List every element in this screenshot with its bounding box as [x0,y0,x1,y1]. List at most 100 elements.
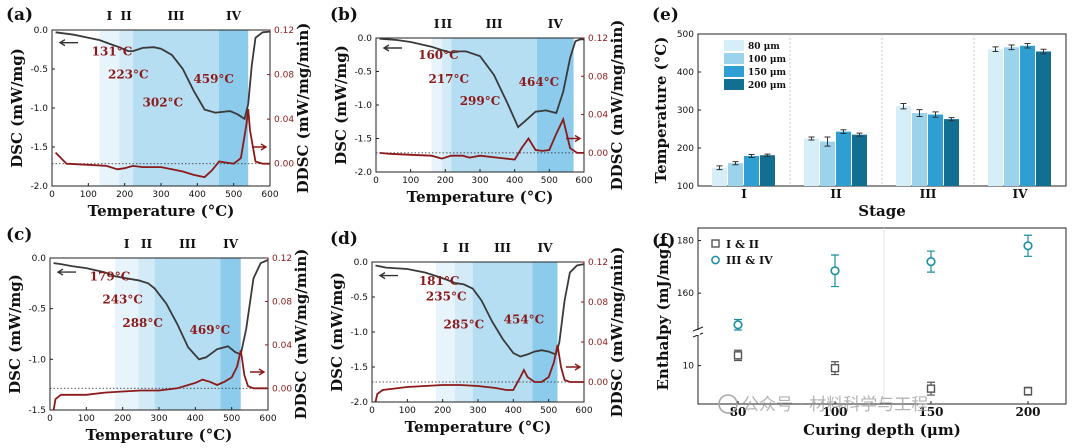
bar [760,155,775,186]
error-bar [1040,48,1047,55]
x-tick-label: 500 [540,406,557,416]
y-tick-label: -0.5 [350,293,368,303]
temp-annotation: 131°C [92,45,133,59]
y-tick-label: 200 [677,144,694,154]
dsc-panel-d: I II III IV0 100 200 300 400 500 6000.0-0.5-1.0-1… [328,229,626,436]
temp-annotation: 459°C [193,72,234,86]
stage-label: IV [537,241,553,255]
stage-band [119,30,134,186]
legend-swatch [724,66,744,77]
panel-label: (d) [330,229,358,249]
data-point-square [1023,387,1033,396]
stage-band [218,30,249,186]
bar [944,119,959,186]
category-label: II [830,187,842,201]
x-tick-label: 200 [114,414,131,424]
stage-label: II [141,237,153,251]
error-bar [1024,43,1031,49]
y-right-tick-label: 0.04 [272,341,292,351]
y-tick-label: -2.0 [30,182,48,192]
temp-annotation: 179°C [90,269,131,283]
dsc-curve [379,37,584,129]
x-tick-label: 100 [399,406,416,416]
stage-label: III [167,9,184,23]
ddsc-curve [379,116,584,161]
error-bar [948,117,955,122]
temp-annotation: 302°C [143,95,184,109]
error-bar [932,111,939,118]
x-tick-label: 300 [471,176,488,186]
bar [712,167,727,186]
stage-band [472,262,533,402]
panel-label: (c) [6,225,32,245]
x-tick-label: 0 [369,406,375,416]
stage-band [451,38,537,172]
y-axis-title: Temperature (°C) [652,37,670,184]
error-bar [748,153,755,158]
y-tick-label: -1.5 [350,363,368,373]
bar [988,49,1003,187]
x-tick-label: 0 [47,414,53,424]
y-right-axis-title: DDSC (mW/mg/min) [608,20,626,191]
stage-band [115,258,139,410]
bar [1004,47,1019,186]
y-axis-title: DSC (mW/mg) [8,48,26,168]
y-tick-label: -1.5 [28,406,46,416]
x-tick-label: 100 [402,176,419,186]
category-label: III [920,187,937,201]
x-tick-label: 100 [822,405,847,419]
temp-annotation: 160°C [418,48,459,62]
y-right-tick-label: 0.08 [272,297,292,307]
legend-label: III & IV [726,254,773,267]
watermark-icon [718,394,738,414]
error-bar [840,129,847,135]
legend-label: 100 μm [748,55,787,65]
error-bar [732,161,739,166]
stage-label: IV [223,237,239,251]
x-tick-label: 300 [469,406,486,416]
stage-label: IV [226,9,242,23]
category-label: I [741,187,747,201]
y-tick-label: -0.5 [354,68,372,78]
y-right-tick-label: 0.00 [274,160,294,170]
y-axis-title: DSC (mW/mg) [6,274,24,394]
y-right-tick-label: 0.00 [272,384,292,394]
stage-label: II [121,9,133,23]
dsc-panel-b: I II III IV0 100 200 300 400 500 6000.0-0.5-1.0-1… [330,5,626,206]
ddsc-curve [54,108,270,179]
temp-annotation: 454°C [504,313,545,327]
y-tick-label: 300 [677,106,694,116]
x-tick-label: 0 [373,176,379,186]
y-right-tick-label: 0.12 [588,34,608,44]
panel-label: (e) [652,5,679,25]
y-tick-label: -1.5 [354,135,372,145]
bar [836,131,851,186]
y-tick-label: -0.5 [28,305,46,315]
error-bar [992,46,999,52]
bar [1020,45,1035,186]
data-point-circle [733,320,743,330]
left-axis-arrow [378,271,398,280]
x-tick-label: 600 [575,406,592,416]
dsc-panel-c: I II III IV0 100 200 300 400 500 6000.0-0.5-1.0-1… [6,225,310,444]
bar-panel-e: (e)I II III IV100200300400500StageTemperatu… [652,5,1067,220]
legend-label: 200 μm [748,81,787,91]
stage-band [138,258,155,410]
y-right-tick-label: 0.08 [588,298,608,308]
y-right-tick-label: 0.00 [588,149,608,159]
legend-swatch [724,53,744,64]
panel-label: (f) [652,231,675,251]
x-tick-label: 0 [49,190,55,200]
y-tick-label: -0.5 [30,65,48,75]
stage-band [441,38,452,172]
y-tick-label: 180 [677,237,694,247]
y-axis-title: Enthalpy (mJ/mg) [654,241,672,390]
legend-swatch [724,79,744,90]
stage-band [220,258,241,410]
x-tick-label: 200 [116,190,133,200]
x-tick-label: 200 [1015,405,1040,419]
legend-label: 150 μm [748,68,787,78]
temp-annotation: 223°C [108,67,149,81]
stage-band [532,262,558,402]
x-axis-title: Stage [858,202,906,220]
